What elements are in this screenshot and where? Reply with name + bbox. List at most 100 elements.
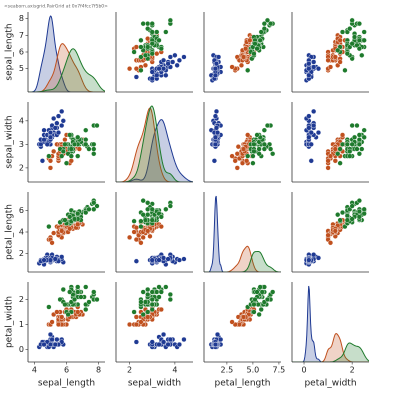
scatter-point bbox=[215, 54, 222, 60]
scatter-point bbox=[359, 146, 365, 152]
scatter-point bbox=[256, 146, 262, 152]
scatter-point bbox=[267, 21, 274, 27]
scatter-point bbox=[133, 339, 139, 345]
scatter-point bbox=[47, 129, 54, 136]
scatter-point bbox=[325, 57, 331, 63]
y-tick-label: 4 bbox=[19, 228, 24, 237]
scatter-point bbox=[145, 309, 151, 315]
y-tick-label: 6 bbox=[19, 48, 24, 57]
scatter-point bbox=[347, 153, 353, 159]
scatter-point bbox=[257, 284, 263, 290]
scatter-point bbox=[251, 309, 257, 315]
scatter-point bbox=[325, 165, 331, 171]
y-tick-label: 8 bbox=[19, 14, 24, 23]
scatter-point bbox=[213, 125, 220, 131]
scatter-point bbox=[149, 76, 155, 82]
scatter-point bbox=[344, 141, 350, 147]
scatter-point bbox=[55, 321, 62, 328]
y-axis-label: petal_width bbox=[5, 296, 15, 348]
scatter-point bbox=[54, 309, 60, 315]
scatter-point bbox=[244, 158, 250, 164]
scatter-point bbox=[254, 289, 260, 295]
scatter-point bbox=[337, 160, 343, 166]
scatter-point bbox=[356, 198, 362, 204]
scatter-point bbox=[308, 158, 314, 164]
x-tick-label: 7.5 bbox=[273, 366, 286, 375]
scatter-point bbox=[167, 291, 173, 298]
scatter-point bbox=[261, 26, 267, 32]
scatter-point bbox=[149, 29, 155, 35]
scatter-point bbox=[256, 311, 262, 318]
scatter-point bbox=[131, 229, 137, 235]
x-axis-label: petal_length bbox=[215, 379, 271, 389]
scatter-point bbox=[252, 41, 258, 47]
scatter-point bbox=[229, 64, 235, 70]
y-tick-label: 3 bbox=[19, 140, 24, 149]
scatter-point bbox=[339, 209, 346, 216]
x-axis-label: sepal_length bbox=[38, 379, 95, 389]
scatter-point bbox=[158, 306, 164, 313]
scatter-point bbox=[86, 146, 92, 152]
scatter-point bbox=[147, 233, 153, 239]
scatter-point bbox=[149, 51, 155, 57]
scatter-point bbox=[59, 108, 65, 115]
scatter-point bbox=[170, 59, 176, 65]
scatter-point bbox=[158, 223, 164, 230]
scatter-point bbox=[306, 113, 312, 119]
scatter-point bbox=[349, 141, 355, 147]
scatter-point bbox=[176, 257, 183, 263]
scatter-point bbox=[218, 336, 224, 343]
panel bbox=[36, 108, 100, 171]
scatter-point bbox=[59, 153, 65, 159]
scatter-point bbox=[138, 299, 144, 305]
scatter-point bbox=[133, 74, 139, 80]
panel bbox=[303, 198, 367, 268]
panel bbox=[36, 284, 100, 350]
scatter-point bbox=[138, 67, 144, 73]
scatter-point bbox=[332, 54, 338, 60]
scatter-point bbox=[47, 158, 54, 164]
scatter-point bbox=[145, 228, 151, 234]
scatter-point bbox=[337, 146, 343, 152]
scatter-point bbox=[344, 51, 350, 57]
scatter-point bbox=[133, 225, 139, 231]
scatter-point bbox=[245, 132, 251, 138]
scatter-point bbox=[145, 206, 151, 212]
scatter-point bbox=[339, 132, 346, 138]
scatter-point bbox=[145, 291, 151, 298]
kde-area bbox=[292, 286, 369, 362]
kde-line bbox=[28, 15, 105, 92]
scatter-point bbox=[212, 141, 219, 147]
scatter-point bbox=[344, 213, 350, 219]
scatter-point bbox=[163, 206, 169, 212]
scatter-point bbox=[264, 17, 271, 23]
scatter-point bbox=[51, 148, 57, 155]
scatter-point bbox=[138, 44, 144, 50]
scatter-point bbox=[165, 61, 171, 67]
scatter-point bbox=[156, 257, 162, 263]
scatter-point bbox=[44, 141, 50, 147]
scatter-point bbox=[49, 336, 55, 343]
scatter-point bbox=[261, 146, 267, 152]
scatter-point bbox=[59, 314, 65, 320]
scatter-point bbox=[354, 122, 360, 129]
scatter-point bbox=[347, 26, 353, 32]
scatter-point bbox=[149, 306, 155, 313]
scatter-point bbox=[52, 256, 58, 262]
scatter-point bbox=[339, 29, 346, 35]
scatter-point bbox=[47, 331, 54, 338]
scatter-point bbox=[91, 141, 97, 147]
scatter-point bbox=[75, 289, 81, 295]
scatter-point bbox=[75, 284, 81, 290]
kde-line bbox=[28, 48, 105, 92]
scatter-point bbox=[83, 137, 89, 143]
scatter-point bbox=[91, 206, 97, 212]
scatter-point bbox=[140, 289, 146, 295]
scatter-point bbox=[327, 240, 334, 246]
scatter-point bbox=[306, 66, 312, 72]
scatter-point bbox=[78, 294, 84, 300]
scatter-point bbox=[332, 228, 338, 234]
scatter-point bbox=[94, 296, 100, 303]
scatter-point bbox=[176, 341, 183, 348]
scatter-point bbox=[133, 66, 139, 72]
